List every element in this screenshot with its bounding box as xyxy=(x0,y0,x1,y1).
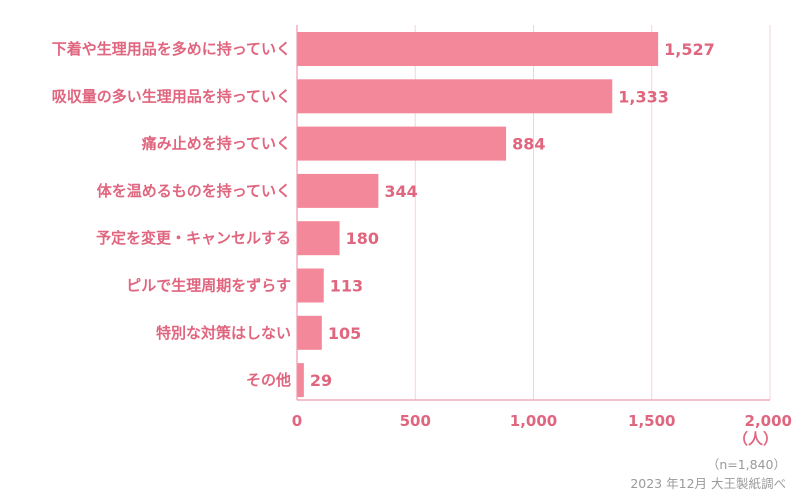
source-note: 2023 年12月 大王製紙調べ xyxy=(630,476,786,491)
category-label: 予定を変更・キャンセルする xyxy=(96,229,291,247)
bar xyxy=(297,363,304,398)
bar xyxy=(297,173,379,208)
value-label: 105 xyxy=(328,324,361,343)
value-label: 180 xyxy=(346,229,379,248)
category-label: 痛み止めを持っていく xyxy=(141,135,291,153)
value-label: 113 xyxy=(330,277,363,296)
category-label: 吸収量の多い生理用品を持っていく xyxy=(52,87,291,105)
axes: 0 500 1,000 1,500 2,000 xyxy=(292,25,792,430)
value-label: 29 xyxy=(310,371,332,390)
bar xyxy=(297,315,322,350)
bar xyxy=(297,268,324,303)
x-tick-label: 500 xyxy=(400,412,431,430)
sample-size-note: （n=1,840） xyxy=(707,457,786,472)
x-tick-label: 0 xyxy=(292,412,302,430)
bar xyxy=(297,221,340,256)
bar xyxy=(297,79,613,114)
category-label: 特別な対策はしない xyxy=(156,324,291,342)
category-label: 下着や生理用品を多めに持っていく xyxy=(52,40,291,58)
x-tick-label: 1,000 xyxy=(510,412,557,430)
bar xyxy=(297,32,659,66)
x-axis-unit-label: （人） xyxy=(733,430,778,448)
bars: 1,527 下着や生理用品を多めに持っていく 1,333 吸収量の多い生理用品を持って… xyxy=(52,32,715,398)
value-label: 1,333 xyxy=(618,87,669,106)
category-label: ピルで生理周期をずらす xyxy=(126,277,291,295)
x-tick-label: 1,500 xyxy=(628,412,675,430)
bar xyxy=(297,126,507,161)
value-label: 344 xyxy=(384,182,417,201)
x-tick-label: 2,000 xyxy=(745,412,792,430)
value-label: 884 xyxy=(512,135,545,154)
value-label: 1,527 xyxy=(664,40,715,59)
category-label: 体を温めるものを持っていく xyxy=(97,182,291,200)
category-label: その他 xyxy=(246,371,291,389)
